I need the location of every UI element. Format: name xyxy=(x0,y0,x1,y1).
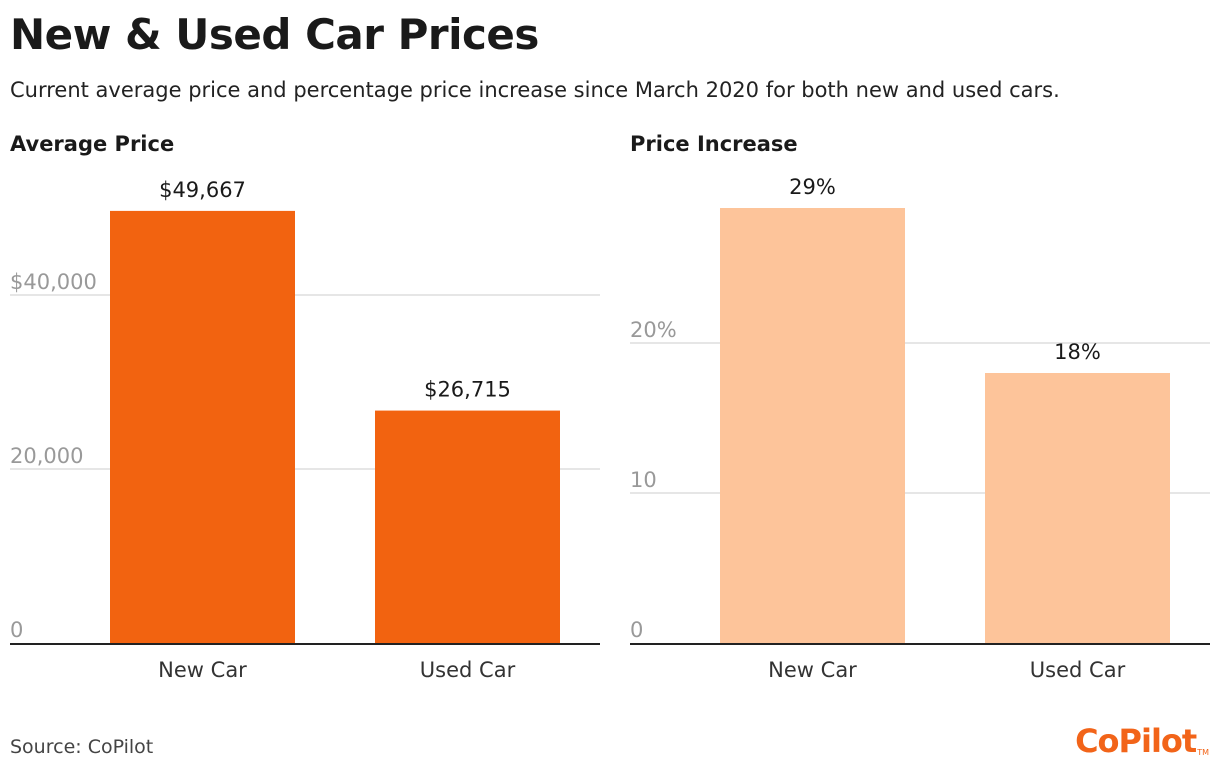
average-price-category-label: New Car xyxy=(158,658,247,682)
source-note: Source: CoPilot xyxy=(10,736,154,758)
price-increase-bar xyxy=(720,208,905,643)
average-price-category-label: Used Car xyxy=(420,658,516,682)
price-increase-category-label: Used Car xyxy=(1030,658,1126,682)
average-price-y-tick-label: 0 xyxy=(10,618,23,642)
price-increase-y-tick-label: 10 xyxy=(630,468,657,492)
page-title: New & Used Car Prices xyxy=(10,10,539,59)
price-increase-y-tick-label: 20% xyxy=(630,318,677,342)
average-price-y-tick-label: 20,000 xyxy=(10,444,83,468)
price-increase-chart-title: Price Increase xyxy=(630,132,798,156)
price-increase-category-label: New Car xyxy=(768,658,857,682)
average-price-value-label: $26,715 xyxy=(424,378,511,402)
price-increase-bar xyxy=(985,373,1170,643)
price-increase-value-label: 18% xyxy=(1054,340,1101,364)
average-price-y-tick-label: $40,000 xyxy=(10,270,97,294)
average-price-value-label: $49,667 xyxy=(159,178,246,202)
logo-text: CoPilot xyxy=(1075,722,1197,760)
price-increase-y-tick-label: 0 xyxy=(630,618,643,642)
page-subtitle: Current average price and percentage pri… xyxy=(10,78,1060,102)
average-price-bar xyxy=(375,410,560,643)
average-price-chart-title: Average Price xyxy=(10,132,175,156)
average-price-bar xyxy=(110,210,295,643)
copilot-logo: CoPilotTM xyxy=(1075,722,1209,760)
price-increase-value-label: 29% xyxy=(789,175,836,199)
trademark-mark: TM xyxy=(1197,748,1209,757)
